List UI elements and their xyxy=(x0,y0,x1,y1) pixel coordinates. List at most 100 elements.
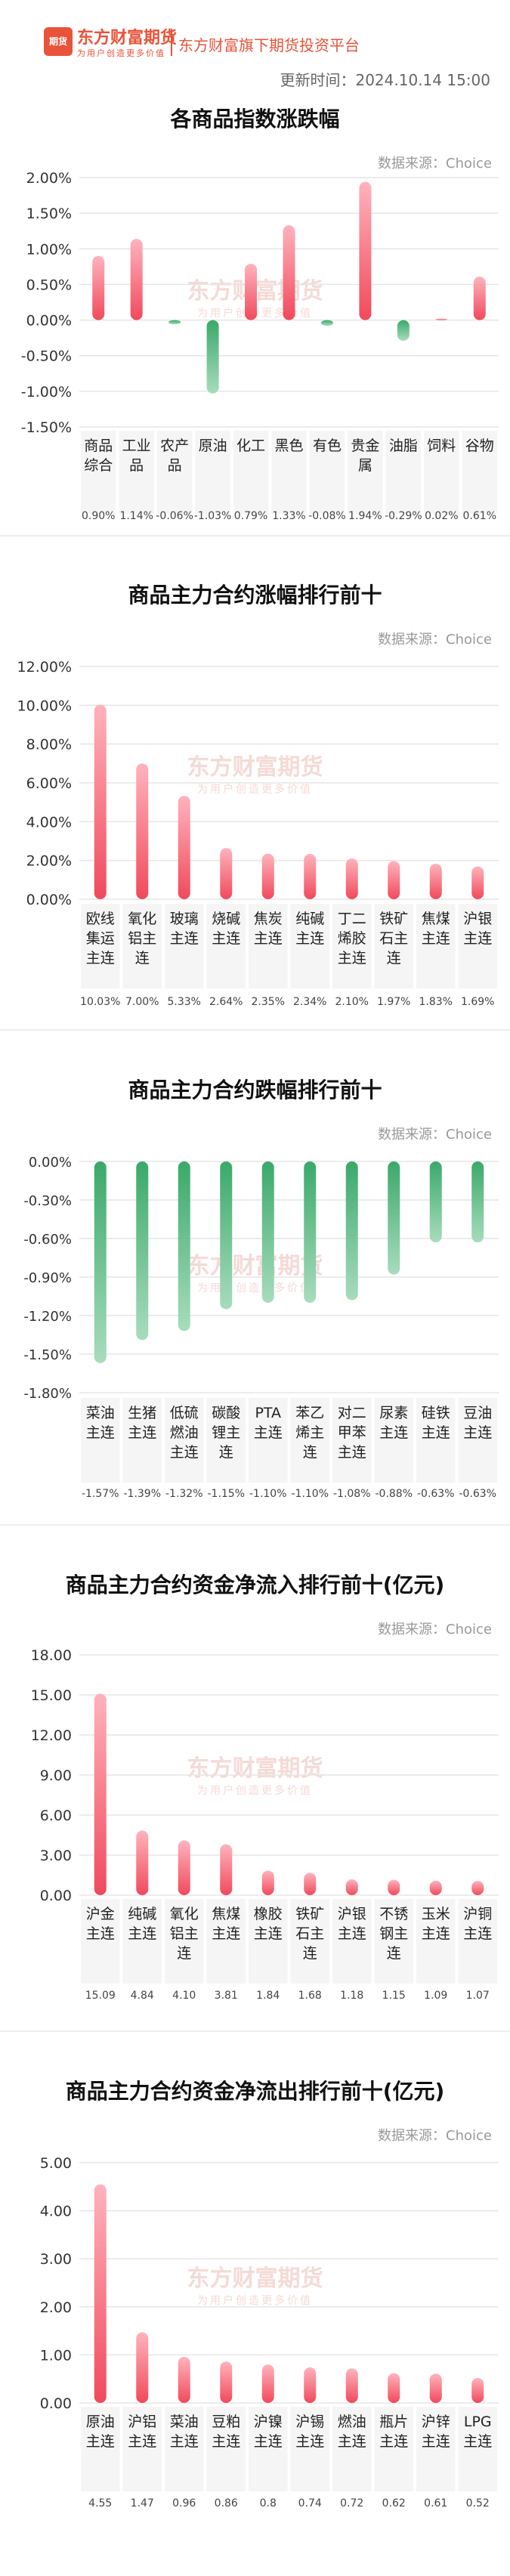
y-tick-label: 3.00 xyxy=(40,2251,72,2268)
category-label: 谷物 xyxy=(465,438,494,454)
bar xyxy=(388,2373,400,2403)
category-cell xyxy=(81,2407,120,2491)
category-cell xyxy=(206,2407,246,2491)
category-label: 硅铁 xyxy=(422,1405,450,1421)
category-label: 碳酸 xyxy=(212,1405,240,1421)
category-label: 主连 xyxy=(254,930,283,947)
value-label: 4.55 xyxy=(88,2497,112,2510)
value-label: -1.57% xyxy=(82,1488,119,1500)
category-cell xyxy=(332,904,372,988)
section-title: 商品主力合约涨幅排行前十 xyxy=(128,583,382,608)
bar xyxy=(136,1830,149,1895)
category-label: 农产 xyxy=(160,438,189,454)
y-tick-label: 0.00% xyxy=(29,1155,72,1170)
value-label: -1.03% xyxy=(194,510,232,522)
value-label: 1.09 xyxy=(424,1990,447,2002)
category-label: 综合 xyxy=(84,457,113,474)
value-label: 1.33% xyxy=(272,510,305,522)
category-label: 主连 xyxy=(422,1424,450,1441)
section-title: 各商品指数涨跌幅 xyxy=(170,107,340,131)
category-label: 主连 xyxy=(86,1424,115,1441)
category-label: 工业 xyxy=(122,438,151,454)
category-cell xyxy=(81,431,116,514)
y-tick-label: 0.00 xyxy=(40,1888,72,1904)
category-cell xyxy=(458,2407,497,2491)
category-label: 连 xyxy=(177,1945,191,1962)
bar xyxy=(220,848,233,899)
category-cell xyxy=(119,431,154,514)
bar xyxy=(245,264,258,320)
bar xyxy=(261,853,274,899)
brand-logo-icon: 期货 xyxy=(44,27,73,56)
y-tick-label: -1.50% xyxy=(23,1347,72,1363)
bar xyxy=(435,318,448,320)
category-cell xyxy=(81,1398,120,1483)
bar xyxy=(283,225,295,320)
category-label: 主连 xyxy=(86,1925,115,1942)
bar xyxy=(136,2332,149,2403)
category-cell xyxy=(332,1899,372,1984)
category-cell xyxy=(416,904,456,988)
value-label: -1.10% xyxy=(291,1488,329,1500)
category-label: 原油 xyxy=(199,438,227,454)
y-tick-label: 1.50% xyxy=(26,206,72,222)
platform-tagline: 东方财富旗下期货投资平台 xyxy=(178,36,360,54)
category-label: 主连 xyxy=(254,2433,283,2450)
category-cell xyxy=(122,904,162,988)
y-tick-label: 4.00 xyxy=(40,2203,72,2220)
category-label: 低硫 xyxy=(170,1405,199,1421)
category-label: 石主 xyxy=(379,930,408,947)
y-tick-label: 5.00 xyxy=(40,2155,72,2172)
bar xyxy=(94,1693,107,1895)
category-label: 菜油 xyxy=(170,2414,199,2430)
bar xyxy=(220,2361,233,2403)
header-divider xyxy=(171,29,172,56)
category-cell xyxy=(249,904,288,988)
value-label: 1.97% xyxy=(377,996,410,1008)
category-cell xyxy=(271,431,307,514)
category-label: 主连 xyxy=(422,2433,450,2450)
bar xyxy=(94,1161,107,1363)
category-label: 连 xyxy=(135,950,150,966)
category-label: 主连 xyxy=(338,950,366,966)
category-label: 原油 xyxy=(86,2414,115,2430)
bar xyxy=(471,1161,484,1243)
bar xyxy=(345,1161,358,1300)
value-label: 4.10 xyxy=(172,1990,196,2002)
brand-slogan: 为用户创造更多价值 xyxy=(77,48,165,58)
y-tick-label: -1.00% xyxy=(21,384,72,400)
category-label: 主连 xyxy=(422,930,450,947)
category-cell xyxy=(424,431,459,514)
category-label: 主连 xyxy=(379,2433,408,2450)
category-cell xyxy=(458,1899,497,1984)
category-label: 豆油 xyxy=(463,1405,492,1421)
value-label: -0.08% xyxy=(308,510,346,522)
category-label: 化工 xyxy=(236,438,265,454)
category-label: 铝主 xyxy=(170,1925,199,1942)
category-label: 主连 xyxy=(86,2433,115,2450)
section-title: 商品主力合约资金净流入排行前十(亿元) xyxy=(65,1573,445,1597)
bar xyxy=(94,704,107,899)
category-label: 菜油 xyxy=(86,1405,115,1421)
category-cell xyxy=(385,431,422,514)
category-cell xyxy=(249,1398,288,1483)
bar xyxy=(429,1880,442,1895)
section-title: 商品主力合约资金净流出排行前十(亿元) xyxy=(65,2079,445,2104)
y-tick-label: -1.80% xyxy=(23,1386,72,1402)
category-label: 主连 xyxy=(338,2433,366,2450)
bar xyxy=(388,1161,400,1275)
section-top-gainers: 商品主力合约涨幅排行前十 数据来源：Choice 东方财富期货 为用户创造更多价值… xyxy=(0,544,510,1028)
data-source: 数据来源：Choice xyxy=(378,156,492,172)
value-label: -1.15% xyxy=(207,1488,245,1500)
value-label: 3.81 xyxy=(215,1990,238,2002)
y-tick-label: 10.00% xyxy=(17,697,72,714)
chart-top-losers: 0.00% -0.30% -0.60% -0.90% -1.20% -1.50% -1.80… xyxy=(23,1155,499,1500)
category-cell xyxy=(332,2407,372,2491)
category-label: 橡胶 xyxy=(254,1906,283,1922)
category-label: 玉米 xyxy=(422,1906,450,1922)
bar xyxy=(92,255,105,320)
category-cell xyxy=(122,2407,162,2491)
y-tick-label: 12.00 xyxy=(31,1727,72,1744)
chart-top-gainers: 12.00% 10.00% 8.00% 6.00% 4.00% 2.00% 0.00% 欧线集… xyxy=(17,659,499,1008)
